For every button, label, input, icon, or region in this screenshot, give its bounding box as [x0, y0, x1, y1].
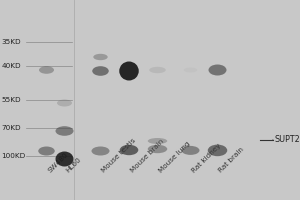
Ellipse shape — [184, 68, 197, 72]
Ellipse shape — [149, 67, 166, 73]
Text: 40KD: 40KD — [2, 63, 21, 69]
Ellipse shape — [92, 146, 110, 156]
Text: SW480: SW480 — [46, 152, 69, 174]
Text: SUPT2OH: SUPT2OH — [274, 136, 300, 144]
Ellipse shape — [148, 145, 167, 153]
Ellipse shape — [38, 146, 55, 156]
Ellipse shape — [92, 66, 109, 76]
Ellipse shape — [120, 145, 138, 155]
Text: Mouse brain: Mouse brain — [129, 138, 164, 174]
Text: 70KD: 70KD — [2, 125, 21, 131]
Text: Mouse testis: Mouse testis — [100, 138, 137, 174]
Ellipse shape — [93, 54, 108, 60]
Text: HL60: HL60 — [64, 156, 82, 174]
Ellipse shape — [208, 64, 226, 75]
Text: 35KD: 35KD — [2, 39, 21, 45]
Ellipse shape — [56, 126, 74, 136]
Ellipse shape — [182, 146, 200, 155]
Text: 55KD: 55KD — [2, 97, 21, 103]
Ellipse shape — [148, 138, 167, 144]
Ellipse shape — [57, 99, 72, 106]
Ellipse shape — [208, 145, 227, 156]
Text: 100KD: 100KD — [2, 153, 26, 159]
Ellipse shape — [119, 62, 139, 80]
Ellipse shape — [56, 152, 74, 166]
Ellipse shape — [39, 66, 54, 74]
Text: Mouse lung: Mouse lung — [158, 140, 191, 174]
Text: Rat kidney: Rat kidney — [190, 143, 222, 174]
Text: Rat brain: Rat brain — [218, 147, 245, 174]
